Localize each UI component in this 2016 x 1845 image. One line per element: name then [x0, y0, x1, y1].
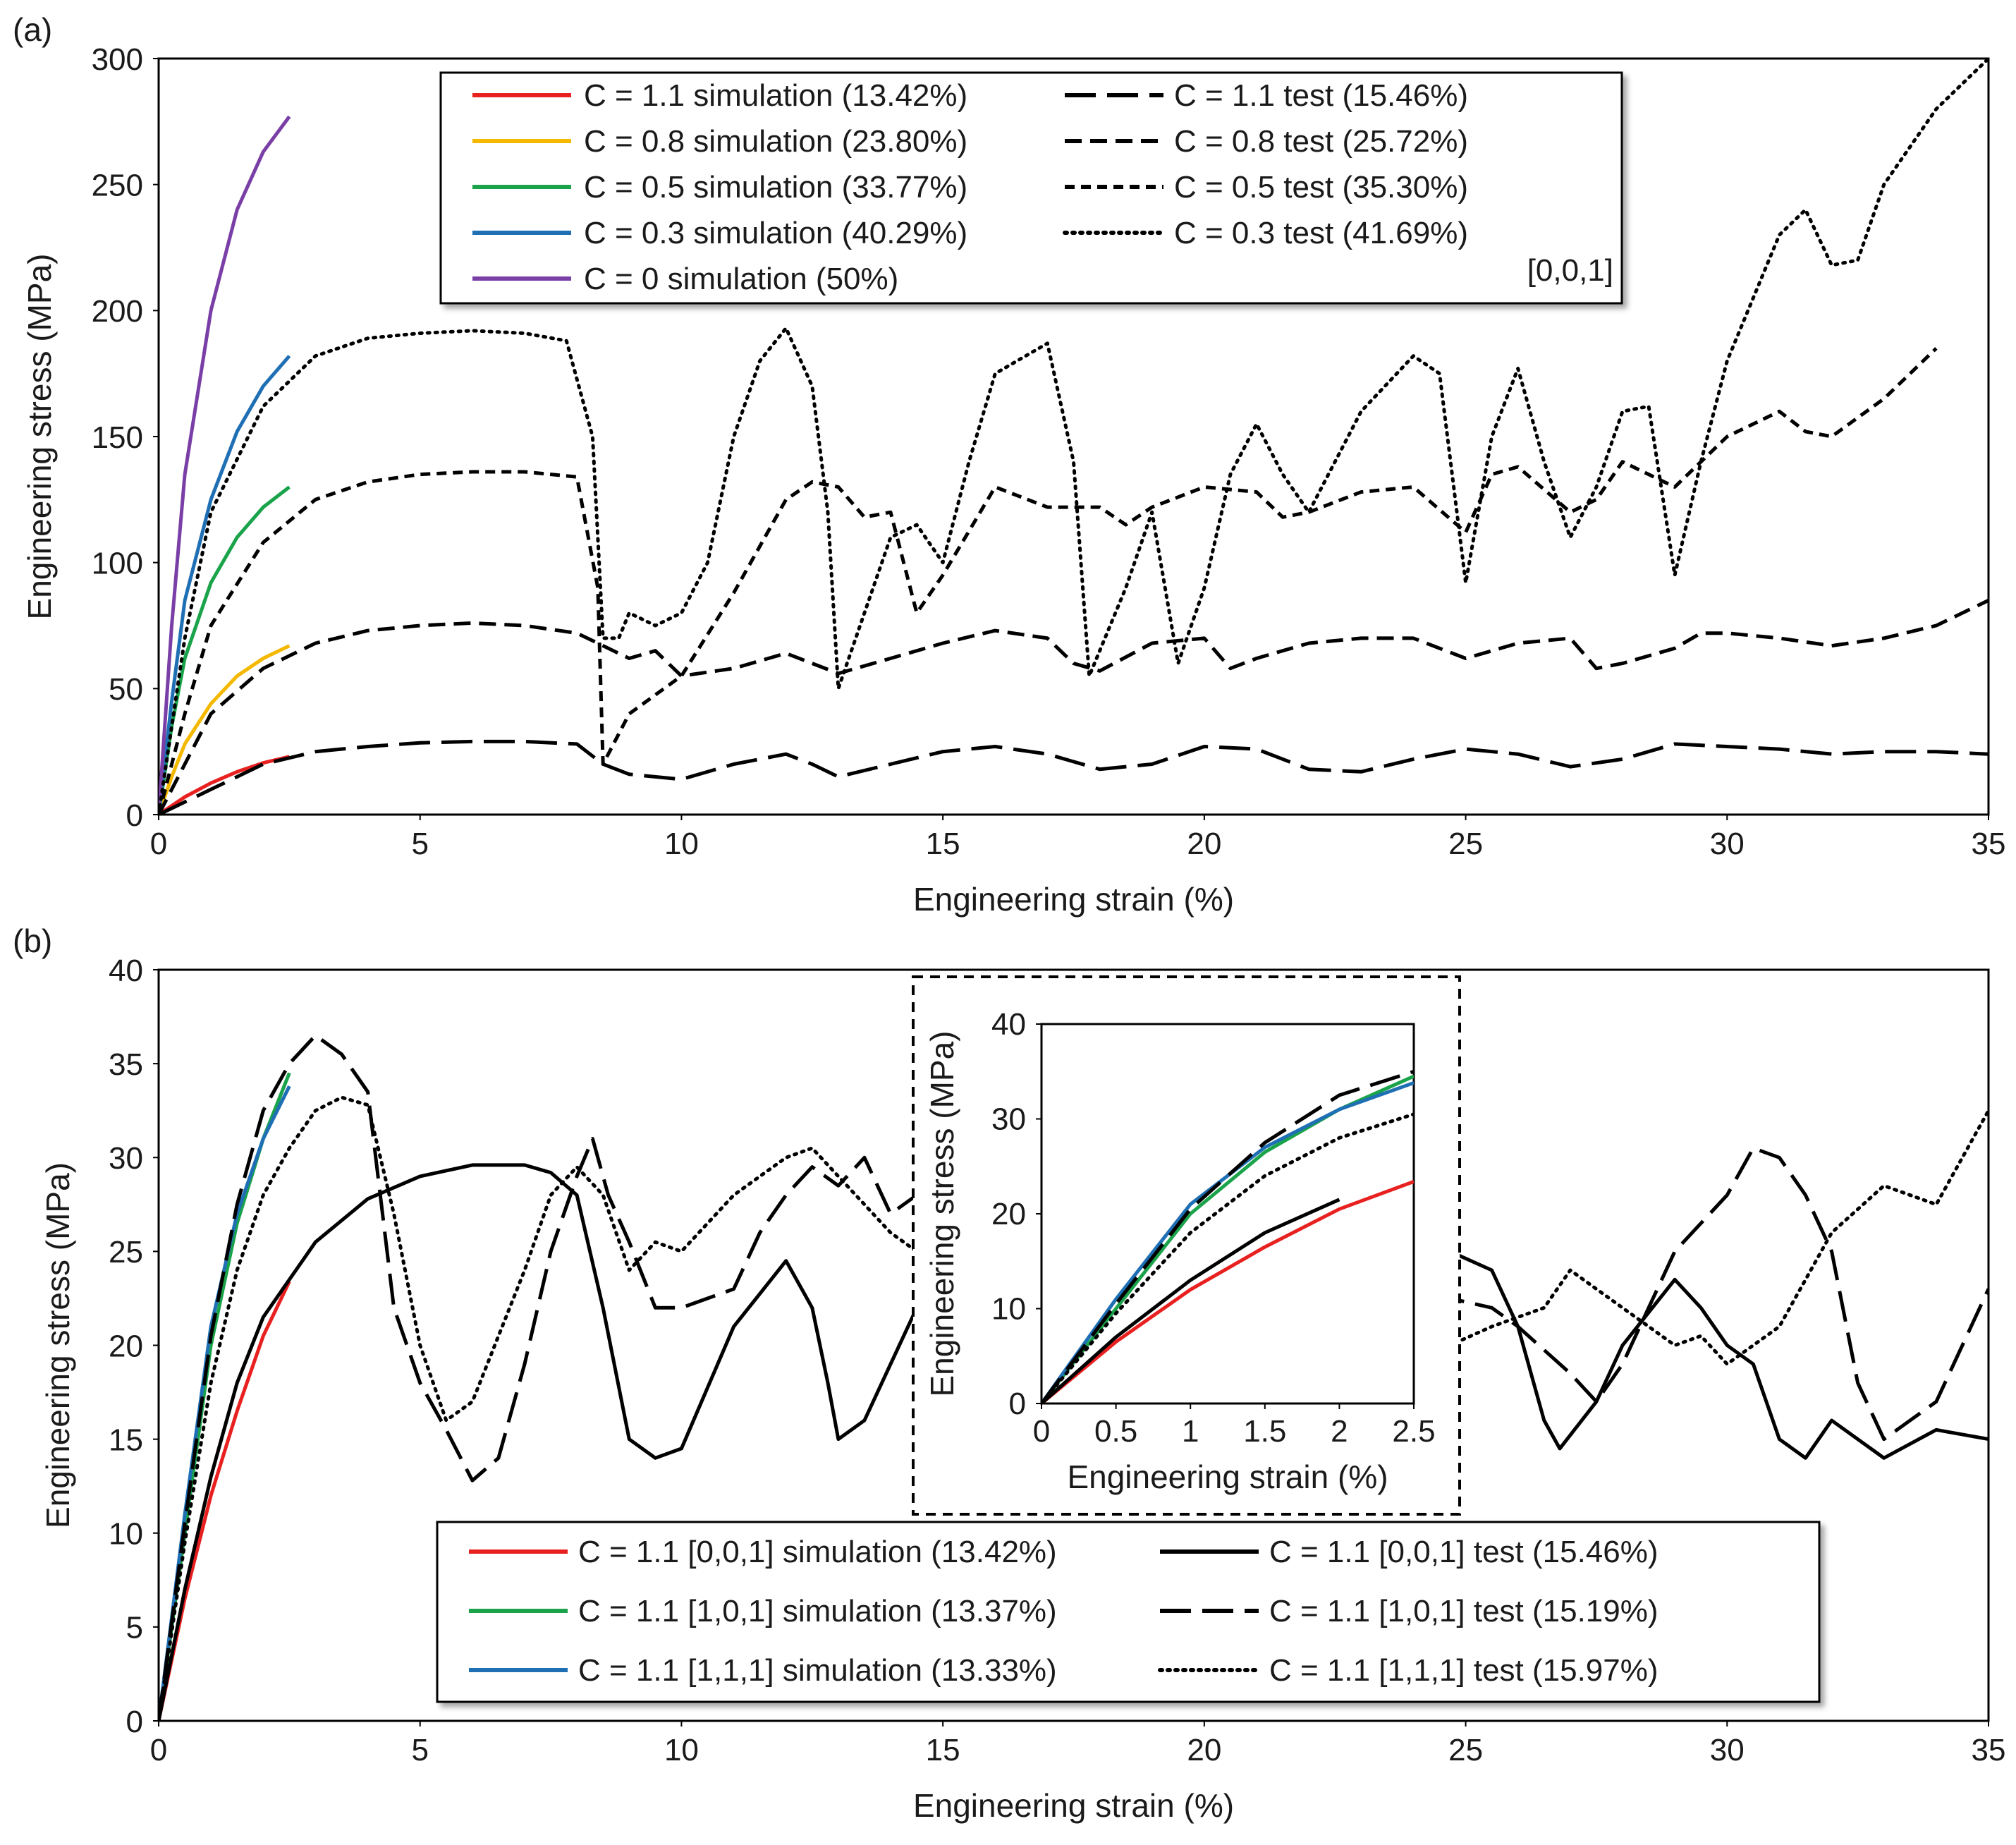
legend-a-label-1: C = 1.1 simulation (13.42%) [584, 78, 967, 113]
legend-b-label-5: C = 1.1 [1,0,1] test (15.19%) [1269, 1594, 1658, 1628]
b-x-tick-label: 5 [411, 1733, 428, 1767]
a-y-tick-label: 200 [92, 294, 143, 329]
b-x-tick-label: 25 [1448, 1733, 1483, 1767]
b-series-line-5 [159, 1033, 1988, 1721]
b-y-tick-label: 5 [126, 1611, 143, 1645]
b-y-tick-label: 20 [109, 1329, 143, 1363]
a-x-axis-label: Engineering strain (%) [913, 881, 1234, 918]
b-x-tick-label: 30 [1710, 1733, 1745, 1767]
a-y-tick-label: 0 [126, 798, 143, 833]
a-series-line-6 [159, 739, 1988, 815]
a-series-line-9 [159, 59, 1988, 815]
b-y-axis-label: Engineering stress (MPa) [39, 1162, 76, 1528]
legend-a-label-3: C = 0.5 simulation (33.77%) [584, 170, 967, 205]
legend-a-box [439, 71, 1623, 305]
inset-x-tick-label: 0 [1033, 1414, 1050, 1449]
legend-a: C = 1.1 simulation (13.42%) C = 0.8 simul… [439, 71, 1623, 305]
b-x-tick-label: 35 [1972, 1733, 2006, 1767]
a-x-tick-label: 35 [1972, 827, 2006, 861]
inset-x-tick-label: 1.5 [1243, 1414, 1286, 1449]
a-x-tick-label: 10 [664, 827, 699, 861]
a-y-tick-label: 300 [92, 42, 143, 77]
orientation-note-a: [0,0,1] [1527, 253, 1613, 288]
b-x-tick-label: 0 [150, 1733, 167, 1767]
inset-b: 0 0.5 1 1.5 2 2.5 0 10 20 30 40 Engineering strain … [912, 975, 1461, 1516]
legend-b-label-6: C = 1.1 [1,1,1] test (15.97%) [1269, 1653, 1658, 1688]
inset-y-tick-label: 20 [991, 1197, 1026, 1231]
b-y-tick-label: 25 [109, 1235, 143, 1269]
inset-y-tick-label: 30 [991, 1102, 1026, 1137]
legend-a-label-5: C = 0 simulation (50%) [584, 262, 898, 296]
b-series-line-4 [159, 1163, 1988, 1721]
panel-label-a: (a) [13, 11, 52, 48]
a-x-tick-label: 20 [1187, 827, 1221, 861]
b-x-tick-label: 10 [664, 1733, 699, 1767]
a-y-tick-label: 250 [92, 169, 143, 203]
b-y-tick-label: 10 [109, 1517, 143, 1552]
a-x-tick-label: 30 [1710, 827, 1745, 861]
a-x-tick-label: 5 [411, 827, 428, 861]
inset-x-tick-label: 2 [1331, 1414, 1348, 1449]
chart-b: (b)0 5 10 15 20 25 30 350510152025303540Enginee… [13, 922, 2005, 1824]
legend-b-label-3: C = 1.1 [1,1,1] simulation (13.33%) [578, 1653, 1057, 1688]
inset-y-axis-label: Engineering stress (MPa) [924, 1031, 960, 1397]
inset-series-group [1041, 1069, 1414, 1403]
a-series-line-2 [159, 644, 291, 815]
legend-a-label-9: C = 0.3 test (41.69%) [1174, 216, 1468, 250]
b-series-group [159, 1033, 1988, 1721]
a-series-line-1 [159, 755, 290, 815]
inset-y-tick-label: 40 [991, 1007, 1026, 1042]
a-x-tick-label: 25 [1448, 827, 1483, 861]
legend-a-label-2: C = 0.8 simulation (23.80%) [584, 124, 967, 159]
b-series-line-6 [159, 1095, 1988, 1721]
panel-label-b: (b) [13, 922, 52, 959]
inset-x-tick-label: 0.5 [1094, 1414, 1137, 1449]
chart-a: (a) 0 5 10 15 20 25 30 35 0 50 100 150 200 250 300 Engin… [13, 11, 2005, 918]
inset-x-axis-label: Engineering strain (%) [1067, 1459, 1388, 1495]
inset-series-line-5 [1041, 1069, 1414, 1403]
b-y-tick-label: 0 [126, 1705, 143, 1739]
legend-a-label-7: C = 0.8 test (25.72%) [1174, 124, 1468, 159]
a-series-line-8 [159, 347, 1938, 815]
a-y-tick-label: 50 [109, 672, 143, 707]
a-series-line-7 [159, 599, 1988, 815]
legend-b-label-1: C = 1.1 [0,0,1] simulation (13.42%) [578, 1535, 1057, 1569]
a-y-tick-label: 150 [92, 420, 143, 455]
a-x-tick-label: 15 [926, 827, 960, 861]
a-series-line-4 [159, 355, 291, 815]
inset-y-tick-label: 0 [1009, 1387, 1026, 1421]
inset-x-tick-label: 1 [1182, 1414, 1199, 1449]
legend-a-label-4: C = 0.3 simulation (40.29%) [584, 216, 967, 250]
a-y-axis-label: Engineering stress (MPa) [21, 254, 58, 620]
inset-series-line-3 [1041, 1081, 1414, 1403]
legend-a-label-6: C = 1.1 test (15.46%) [1174, 78, 1468, 113]
a-x-tick-label: 0 [150, 827, 167, 861]
b-y-tick-label: 30 [109, 1141, 143, 1176]
inset-series-line-6 [1041, 1112, 1414, 1403]
b-y-tick-label: 40 [109, 954, 143, 988]
b-x-tick-label: 15 [926, 1733, 960, 1767]
legend-a-label-8: C = 0.5 test (35.30%) [1174, 170, 1468, 205]
inset-y-tick-label: 10 [991, 1292, 1026, 1327]
legend-b-label-2: C = 1.1 [1,0,1] simulation (13.37%) [578, 1594, 1057, 1628]
a-series-group [159, 59, 1988, 815]
inset-series-line-1 [1041, 1179, 1414, 1403]
inset-plot-frame [1040, 1023, 1415, 1405]
b-x-tick-label: 20 [1187, 1733, 1221, 1767]
inset-series-line-4 [1041, 1198, 1340, 1403]
b-y-tick-label: 35 [109, 1047, 143, 1082]
legend-b: C = 1.1 [0,0,1] simulation (13.42%) C = 1… [436, 1521, 1821, 1703]
a-series-line-5 [159, 115, 291, 815]
legend-b-label-4: C = 1.1 [0,0,1] test (15.46%) [1269, 1535, 1658, 1569]
b-y-tick-label: 15 [109, 1423, 143, 1457]
b-x-axis-label: Engineering strain (%) [913, 1787, 1234, 1824]
legend-b-box [436, 1521, 1821, 1703]
a-y-tick-label: 100 [92, 547, 143, 581]
inset-x-tick-label: 2.5 [1392, 1414, 1435, 1449]
